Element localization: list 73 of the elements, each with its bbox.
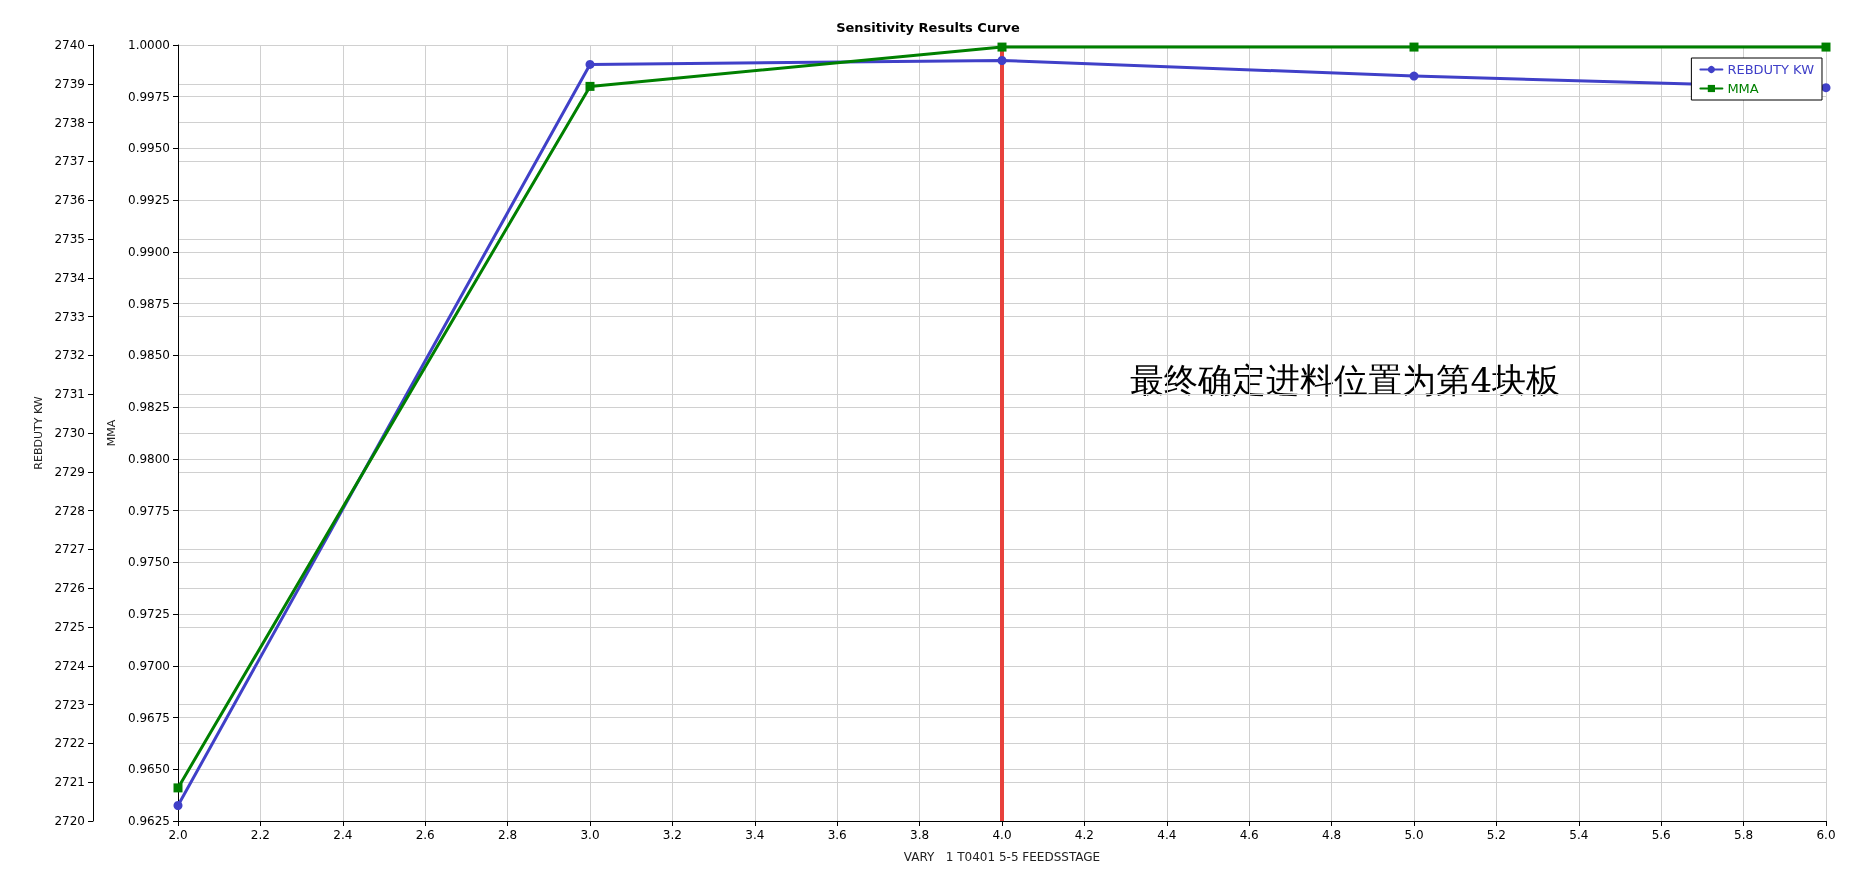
legend-label: MMA — [1727, 81, 1759, 96]
y-tick-label: 2732 — [54, 348, 85, 363]
y-tick-label: 2736 — [54, 193, 85, 208]
x-tick-label: 3.4 — [745, 828, 765, 842]
x-tick-label: 2.2 — [250, 828, 270, 842]
y-tick-label: 2738 — [54, 115, 85, 130]
x-tick-label: 4.2 — [1074, 828, 1094, 842]
point — [1409, 42, 1419, 52]
point — [173, 783, 183, 793]
x-tick-label: 3.0 — [580, 828, 600, 842]
legend-label: REBDUTY KW — [1727, 62, 1815, 77]
y2-tick-label: 0.9800 — [128, 451, 170, 466]
y2-tick-label: 0.9775 — [128, 503, 170, 518]
y-tick-label: 2730 — [54, 426, 85, 440]
y-tick-label: 2724 — [54, 658, 85, 673]
y2-tick-label: 0.9925 — [128, 193, 170, 208]
x-tick-label: 2.0 — [168, 828, 188, 842]
y-tick-label: 2737 — [54, 154, 85, 169]
y-tick-label: 2734 — [54, 270, 85, 285]
point — [173, 800, 183, 810]
y2-tick-label: 0.9975 — [128, 89, 170, 104]
x-tick-label: 4.0 — [992, 828, 1012, 842]
x-tick-label: 2.8 — [498, 828, 518, 842]
x-tick-label: 3.6 — [827, 828, 847, 842]
chart-title: Sensitivity Results Curve — [836, 20, 1021, 35]
x-tick-label: 3.2 — [662, 828, 682, 842]
y2-tick-label: 0.9700 — [128, 658, 170, 673]
y2-tick-label: 0.9850 — [128, 348, 170, 363]
point — [997, 56, 1007, 66]
x-axis-title: VARY 1 T0401 5-5 FEEDSSTAGE — [903, 850, 1101, 864]
y-tick-label: 2726 — [54, 581, 85, 596]
y2-tick-label: 0.9900 — [128, 244, 170, 259]
y2-tick-label: 0.9875 — [128, 296, 170, 311]
x-tick-label: 5.6 — [1651, 828, 1671, 842]
x-tick-label: 4.6 — [1239, 828, 1259, 842]
y2-tick-label: 0.9825 — [128, 400, 170, 415]
x-tick-label: 4.8 — [1322, 828, 1342, 842]
y-tick-label: 2722 — [54, 736, 85, 751]
y2-tick-label: 0.9750 — [128, 555, 170, 570]
y2-tick-label: 0.9625 — [128, 814, 170, 828]
x-tick-label: 3.8 — [910, 828, 930, 842]
y-tick-label: 2735 — [54, 232, 85, 246]
y-axis-title: REBDUTY KW — [31, 396, 45, 470]
x-tick-label: 4.4 — [1157, 828, 1177, 842]
y-tick-label: 2729 — [54, 464, 85, 479]
y2-tick-label: 0.9650 — [128, 762, 170, 777]
y-tick-label: 2720 — [54, 814, 85, 828]
y-tick-label: 2727 — [54, 542, 85, 557]
y-tick-label: 2721 — [54, 775, 85, 790]
y-tick-label: 2728 — [54, 503, 85, 518]
y-tick-label: 2731 — [54, 387, 85, 402]
point — [1409, 71, 1419, 81]
y-tick-label: 2733 — [54, 309, 85, 324]
x-tick-label: 2.6 — [415, 828, 435, 842]
y-tick-label: 2739 — [54, 76, 85, 91]
y2-tick-label: 1.0000 — [128, 38, 170, 52]
y2-tick-label: 0.9725 — [128, 607, 170, 622]
x-tick-label: 5.0 — [1404, 828, 1424, 842]
y2-axis-title: MMA — [105, 419, 119, 447]
y2-tick-label: 0.9675 — [128, 710, 170, 725]
point — [585, 59, 595, 69]
x-tick-label: 6.0 — [1816, 828, 1836, 842]
y-tick-label: 2740 — [54, 38, 85, 52]
y-tick-label: 2725 — [54, 620, 85, 634]
x-tick-label: 2.4 — [333, 828, 353, 842]
point — [997, 42, 1007, 52]
y-tick-label: 2723 — [54, 697, 85, 712]
point — [1821, 42, 1831, 52]
x-tick-label: 5.4 — [1569, 828, 1589, 842]
point — [585, 81, 595, 91]
x-tick-label: 5.2 — [1486, 828, 1506, 842]
x-tick-label: 5.8 — [1734, 828, 1754, 842]
y2-tick-label: 0.9950 — [128, 141, 170, 156]
